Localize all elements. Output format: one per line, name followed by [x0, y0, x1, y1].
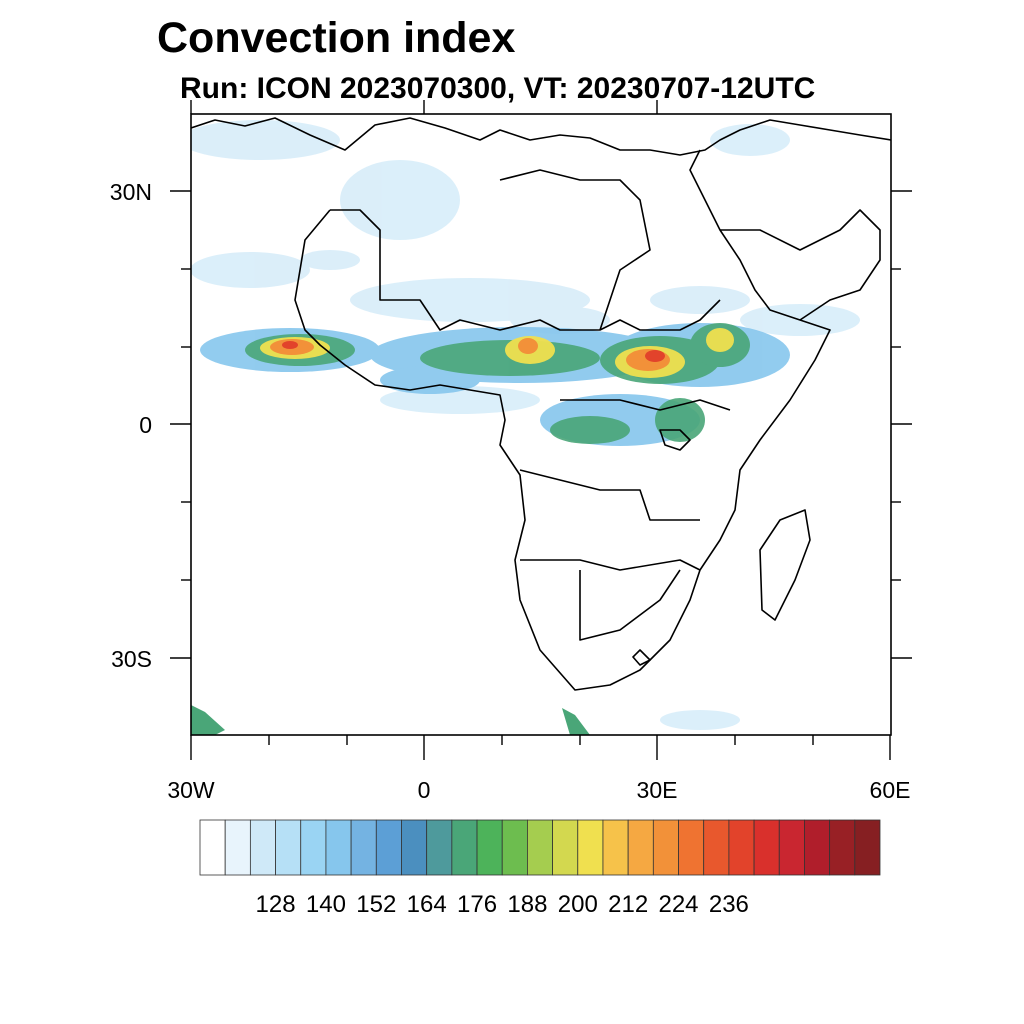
colorbar-label: 164 [407, 891, 447, 918]
x-tick-label: 0 [418, 777, 431, 803]
colorbar-swatch [476, 819, 503, 876]
colorbar-swatch [325, 819, 352, 876]
colorbar-swatch [678, 819, 705, 876]
colorbar-swatch [627, 819, 654, 876]
chart-title: Convection index [157, 14, 516, 62]
colorbar-swatch [199, 819, 226, 876]
chart-subtitle: Run: ICON 2023070300, VT: 20230707-12UTC [180, 72, 816, 105]
coastlines [191, 117, 891, 691]
x-tick-label: 60E [870, 777, 911, 803]
colorbar-label: 176 [457, 891, 497, 918]
colorbar-swatch [300, 819, 327, 876]
colorbar-swatch [778, 819, 805, 876]
y-tick-label: 30N [110, 179, 152, 205]
axis-ticks [170, 100, 912, 760]
x-tick-label: 30E [637, 777, 678, 803]
colorbar-swatch [501, 819, 528, 876]
colorbar-label: 224 [658, 891, 698, 918]
y-tick-label: 30S [111, 646, 152, 672]
colorbar-swatch [577, 819, 604, 876]
colorbar-label: 188 [507, 891, 547, 918]
colorbar-swatch [249, 819, 276, 876]
colorbar-swatch [753, 819, 780, 876]
y-tick-label: 0 [139, 412, 152, 438]
colorbar-swatch [804, 819, 831, 876]
colorbar-swatch [829, 819, 856, 876]
colorbar-swatch [552, 819, 579, 876]
colorbar-swatch [602, 819, 629, 876]
colorbar-swatch [703, 819, 730, 876]
plot-frame [190, 113, 892, 736]
convection-field [191, 120, 860, 735]
colorbar [199, 819, 881, 876]
colorbar-swatch [426, 819, 453, 876]
colorbar-swatch [275, 819, 302, 876]
colorbar-swatch [401, 819, 428, 876]
colorbar-label: 128 [256, 891, 296, 918]
colorbar-label: 212 [608, 891, 648, 918]
colorbar-swatch [451, 819, 478, 876]
colorbar-swatch [350, 819, 377, 876]
colorbar-swatch [652, 819, 679, 876]
colorbar-label: 140 [306, 891, 346, 918]
colorbar-label: 200 [558, 891, 598, 918]
colorbar-swatch [527, 819, 553, 876]
colorbar-swatch [854, 819, 881, 876]
colorbar-label: 236 [709, 891, 749, 918]
colorbar-label: 152 [356, 891, 396, 918]
colorbar-swatch [728, 819, 755, 876]
colorbar-swatch [375, 819, 402, 876]
colorbar-labels: 128 140 152 164 176 188 200 212 224 236 [256, 891, 749, 918]
x-tick-label: 30W [167, 777, 215, 803]
colorbar-swatch [224, 819, 251, 876]
